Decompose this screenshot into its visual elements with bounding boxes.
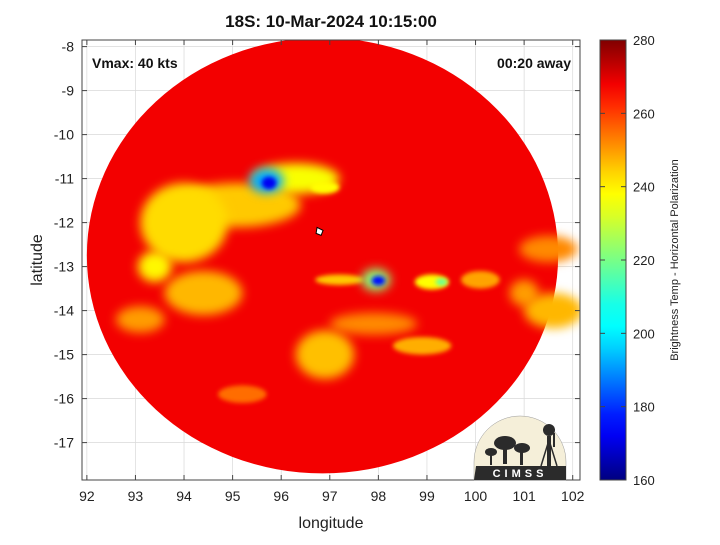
x-tick-label: 95 [225,488,241,504]
colorbar-tick-label: 160 [633,473,655,488]
x-tick-label: 92 [79,488,95,504]
brightness-feature [140,183,228,263]
storm-center-marker [315,226,324,237]
y-axis-label: latitude [29,234,46,286]
brightness-feature [371,275,386,286]
y-tick-label: -15 [54,347,74,363]
y-tick-label: -8 [62,39,75,55]
x-tick-label: 100 [464,488,488,504]
brightness-feature [261,176,277,190]
y-tick-label: -10 [54,127,74,143]
brightness-feature [218,385,267,404]
x-tick-label: 101 [512,488,536,504]
storm-center-symbol [315,226,324,237]
y-tick-label: -14 [54,303,74,319]
brightness-feature [116,306,165,333]
colorbar-ticks: 280 260 240 220 200 180 160 [600,33,655,488]
brightness-feature [295,330,355,379]
chart-title: 18S: 10-Mar-2024 10:15:00 [225,12,437,31]
x-tick-label: 102 [561,488,585,504]
brightness-feature [315,274,364,286]
x-tick-label: 96 [273,488,289,504]
swath-background [86,40,559,474]
brightness-feature [137,251,172,282]
y-axis: -8 -9 -10 -11 -12 -13 -14 -15 -16 -17 [54,39,580,451]
brightness-feature [519,235,578,263]
y-tick-label: -12 [54,215,74,231]
colorbar-label: Brightness Temp - Horizontal Polarizatio… [669,159,681,361]
brightness-feature [329,312,418,335]
plot-frame [81,39,581,481]
colorbar-tick-label: 280 [633,33,655,48]
brightness-feature [460,271,500,289]
time-away-annotation: 00:20 away [497,55,571,71]
cimss-logo: CIMSS [473,415,567,481]
brightness-feature [435,278,448,286]
x-tick-label: 93 [128,488,144,504]
brightness-feature [392,337,452,355]
vmax-annotation: Vmax: 40 kts [92,55,178,71]
colorbar-tick-label: 260 [633,106,655,121]
colorbar-tick-label: 240 [633,180,655,195]
brightness-feature [524,293,580,329]
logo-text: CIMSS [493,468,548,480]
y-tick-label: -9 [62,83,75,99]
brightness-feature [310,181,340,194]
x-tick-label: 97 [322,488,338,504]
brightness-features [116,163,580,404]
y-tick-label: -13 [54,259,74,275]
colorbar-tick-label: 200 [633,326,655,341]
x-tick-label: 99 [419,488,435,504]
x-tick-label: 98 [371,488,387,504]
brightness-feature [414,274,449,290]
colorbar-tick-label: 220 [633,253,655,268]
y-tick-label: -17 [54,435,74,451]
y-tick-label: -16 [54,391,74,407]
x-axis: 92 93 94 95 96 97 98 99 100 101 102 [79,40,585,504]
y-tick-label: -11 [55,171,74,187]
x-axis-label: longitude [299,515,364,532]
x-tick-label: 94 [176,488,192,504]
colorbar-tick-label: 180 [633,400,655,415]
brightness-feature [164,271,243,315]
